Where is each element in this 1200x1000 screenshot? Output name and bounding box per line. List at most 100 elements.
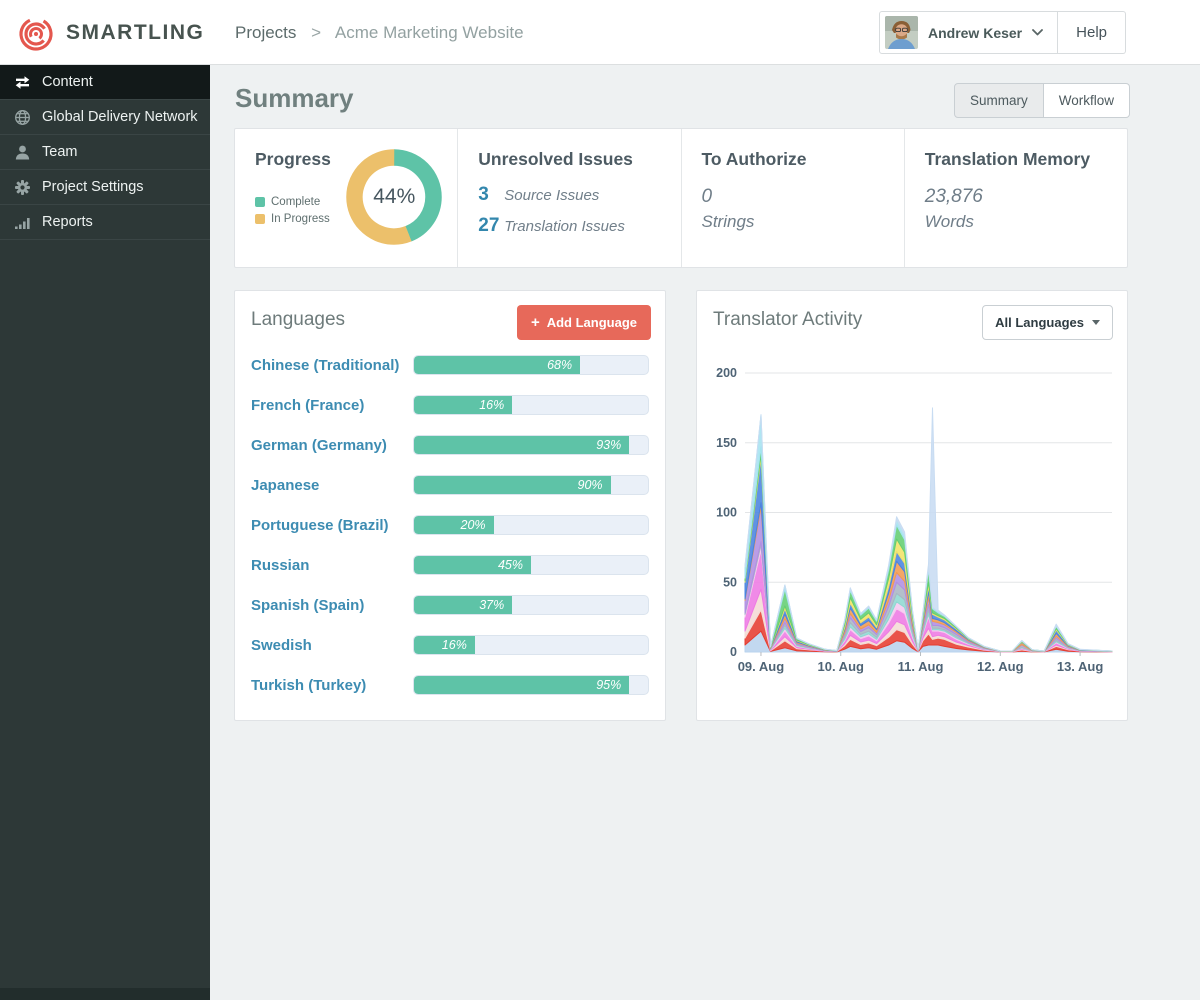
language-row-chinese-traditional: Chinese (Traditional) 68% bbox=[251, 345, 649, 385]
help-button[interactable]: Help bbox=[1058, 11, 1126, 54]
language-link[interactable]: Swedish bbox=[251, 636, 312, 654]
language-row-russian: Russian 45% bbox=[251, 545, 649, 585]
smartling-logo[interactable]: SMARTLING bbox=[16, 13, 204, 53]
sidebar-item-label: Team bbox=[42, 144, 78, 160]
translation-memory-title: Translation Memory bbox=[924, 149, 1091, 169]
language-progress-fill: 20% bbox=[414, 516, 494, 534]
source-issues-row[interactable]: 3 Source Issues bbox=[478, 184, 660, 206]
translation-issues-row[interactable]: 27 Translation Issues bbox=[478, 215, 660, 237]
language-link[interactable]: Turkish (Turkey) bbox=[251, 676, 367, 694]
breadcrumb-projects-link[interactable]: Projects bbox=[235, 23, 297, 42]
view-toggle-summary[interactable]: Summary bbox=[953, 83, 1044, 118]
language-link[interactable]: French (France) bbox=[251, 396, 365, 414]
source-issues-count: 3 bbox=[478, 184, 489, 205]
progress-legend: Complete In Progress bbox=[255, 196, 437, 225]
sidebar-item-global-delivery-network[interactable]: Global Delivery Network bbox=[0, 100, 210, 135]
page-title: Summary bbox=[235, 83, 354, 113]
language-progress-bar: 93% bbox=[413, 435, 649, 455]
bar-chart-icon bbox=[14, 214, 31, 231]
language-percent-label: 16% bbox=[441, 638, 467, 652]
language-filter-label: All Languages bbox=[995, 315, 1084, 330]
translation-issues-label: Translation Issues bbox=[504, 218, 625, 235]
language-link[interactable]: German (Germany) bbox=[251, 436, 387, 454]
breadcrumb-current-project: Acme Marketing Website bbox=[334, 23, 524, 42]
sidebar-item-label: Global Delivery Network bbox=[42, 109, 198, 125]
plus-icon: + bbox=[530, 313, 540, 331]
to-authorize-title: To Authorize bbox=[701, 149, 807, 169]
caret-down-icon bbox=[1092, 320, 1100, 325]
svg-text:0: 0 bbox=[730, 645, 737, 659]
person-icon bbox=[14, 144, 31, 161]
language-row-spanish-spain: Spanish (Spain) 37% bbox=[251, 585, 649, 625]
to-authorize-unit: Strings bbox=[701, 212, 755, 231]
breadcrumb-separator: > bbox=[311, 23, 322, 42]
summary-cards: Progress Complete In Progress 44% Unreso… bbox=[234, 128, 1128, 268]
smartling-spiral-icon bbox=[16, 13, 56, 53]
top-header: SMARTLING Projects > Acme Marketing Webs… bbox=[0, 0, 1200, 65]
sidebar-item-label: Content bbox=[42, 74, 93, 90]
svg-text:10. Aug: 10. Aug bbox=[817, 659, 864, 674]
language-link[interactable]: Russian bbox=[251, 556, 310, 574]
view-toggle-workflow[interactable]: Workflow bbox=[1043, 83, 1130, 118]
language-progress-fill: 93% bbox=[414, 436, 630, 454]
unresolved-issues-title: Unresolved Issues bbox=[478, 149, 633, 169]
language-link[interactable]: Spanish (Spain) bbox=[251, 596, 365, 614]
sidebar-item-label: Reports bbox=[42, 214, 93, 230]
language-progress-bar: 20% bbox=[413, 515, 649, 535]
language-percent-label: 68% bbox=[547, 358, 573, 372]
svg-text:50: 50 bbox=[723, 575, 737, 589]
translation-memory-unit: Words bbox=[924, 212, 974, 231]
complete-swatch bbox=[255, 197, 265, 207]
gear-icon bbox=[14, 179, 31, 196]
content-arrows-icon bbox=[14, 74, 31, 91]
breadcrumb: Projects > Acme Marketing Website bbox=[235, 23, 524, 43]
add-language-button[interactable]: + Add Language bbox=[516, 305, 651, 340]
language-percent-label: 90% bbox=[577, 478, 603, 492]
language-link[interactable]: Chinese (Traditional) bbox=[251, 356, 400, 374]
sidebar-item-team[interactable]: Team bbox=[0, 135, 210, 170]
translator-activity-chart: 0 50 100 150 200 09. Aug 10. Aug 11. Aug 12. Aug… bbox=[708, 349, 1118, 684]
legend-in-progress-label: In Progress bbox=[271, 213, 330, 225]
svg-text:100: 100 bbox=[716, 506, 737, 520]
view-toggle: Summary Workflow bbox=[953, 83, 1130, 118]
translation-issues-count: 27 bbox=[478, 215, 500, 236]
sidebar-item-project-settings[interactable]: Project Settings bbox=[0, 170, 210, 205]
language-progress-fill: 16% bbox=[414, 396, 513, 414]
progress-percent: 44% bbox=[373, 185, 416, 208]
language-link[interactable]: Portuguese (Brazil) bbox=[251, 516, 389, 534]
language-progress-bar: 16% bbox=[413, 395, 649, 415]
sidebar-nav: Content Global Delivery Network Team Projec… bbox=[0, 65, 210, 1000]
language-progress-fill: 37% bbox=[414, 596, 513, 614]
languages-title: Languages bbox=[251, 309, 346, 330]
user-menu-button[interactable]: Andrew Keser bbox=[878, 11, 1059, 54]
language-row-french-france: French (France) 16% bbox=[251, 385, 649, 425]
language-percent-label: 93% bbox=[596, 438, 622, 452]
avatar bbox=[884, 16, 918, 49]
language-percent-label: 95% bbox=[596, 678, 622, 692]
svg-text:09. Aug: 09. Aug bbox=[738, 659, 785, 674]
language-filter-dropdown[interactable]: All Languages bbox=[982, 305, 1113, 340]
languages-panel: Languages + Add Language Chinese (Tradit… bbox=[234, 290, 666, 721]
language-percent-label: 16% bbox=[479, 398, 505, 412]
user-name: Andrew Keser bbox=[927, 24, 1023, 41]
language-link[interactable]: Japanese bbox=[251, 476, 320, 494]
sidebar-item-reports[interactable]: Reports bbox=[0, 205, 210, 240]
language-progress-fill: 68% bbox=[414, 356, 581, 374]
language-progress-bar: 68% bbox=[413, 355, 649, 375]
language-percent-label: 20% bbox=[460, 518, 486, 532]
sidebar-item-content[interactable]: Content bbox=[0, 65, 210, 100]
progress-card-title: Progress bbox=[255, 149, 331, 169]
language-progress-fill: 95% bbox=[414, 676, 630, 694]
language-progress-bar: 37% bbox=[413, 595, 649, 615]
logo-wordmark: SMARTLING bbox=[66, 21, 205, 44]
unresolved-issues-card: Unresolved Issues 3 Source Issues 27 Tra… bbox=[457, 129, 680, 267]
source-issues-label: Source Issues bbox=[504, 187, 600, 204]
to-authorize-value: 0 bbox=[701, 186, 713, 207]
progress-card: Progress Complete In Progress 44% bbox=[235, 129, 457, 267]
language-progress-bar: 90% bbox=[413, 475, 649, 495]
translator-activity-panel: Translator Activity All Languages 0 50 100… bbox=[696, 290, 1128, 721]
add-language-label: Add Language bbox=[546, 315, 637, 330]
legend-complete-label: Complete bbox=[271, 196, 321, 208]
language-progress-bar: 16% bbox=[413, 635, 649, 655]
language-progress-bar: 95% bbox=[413, 675, 649, 695]
